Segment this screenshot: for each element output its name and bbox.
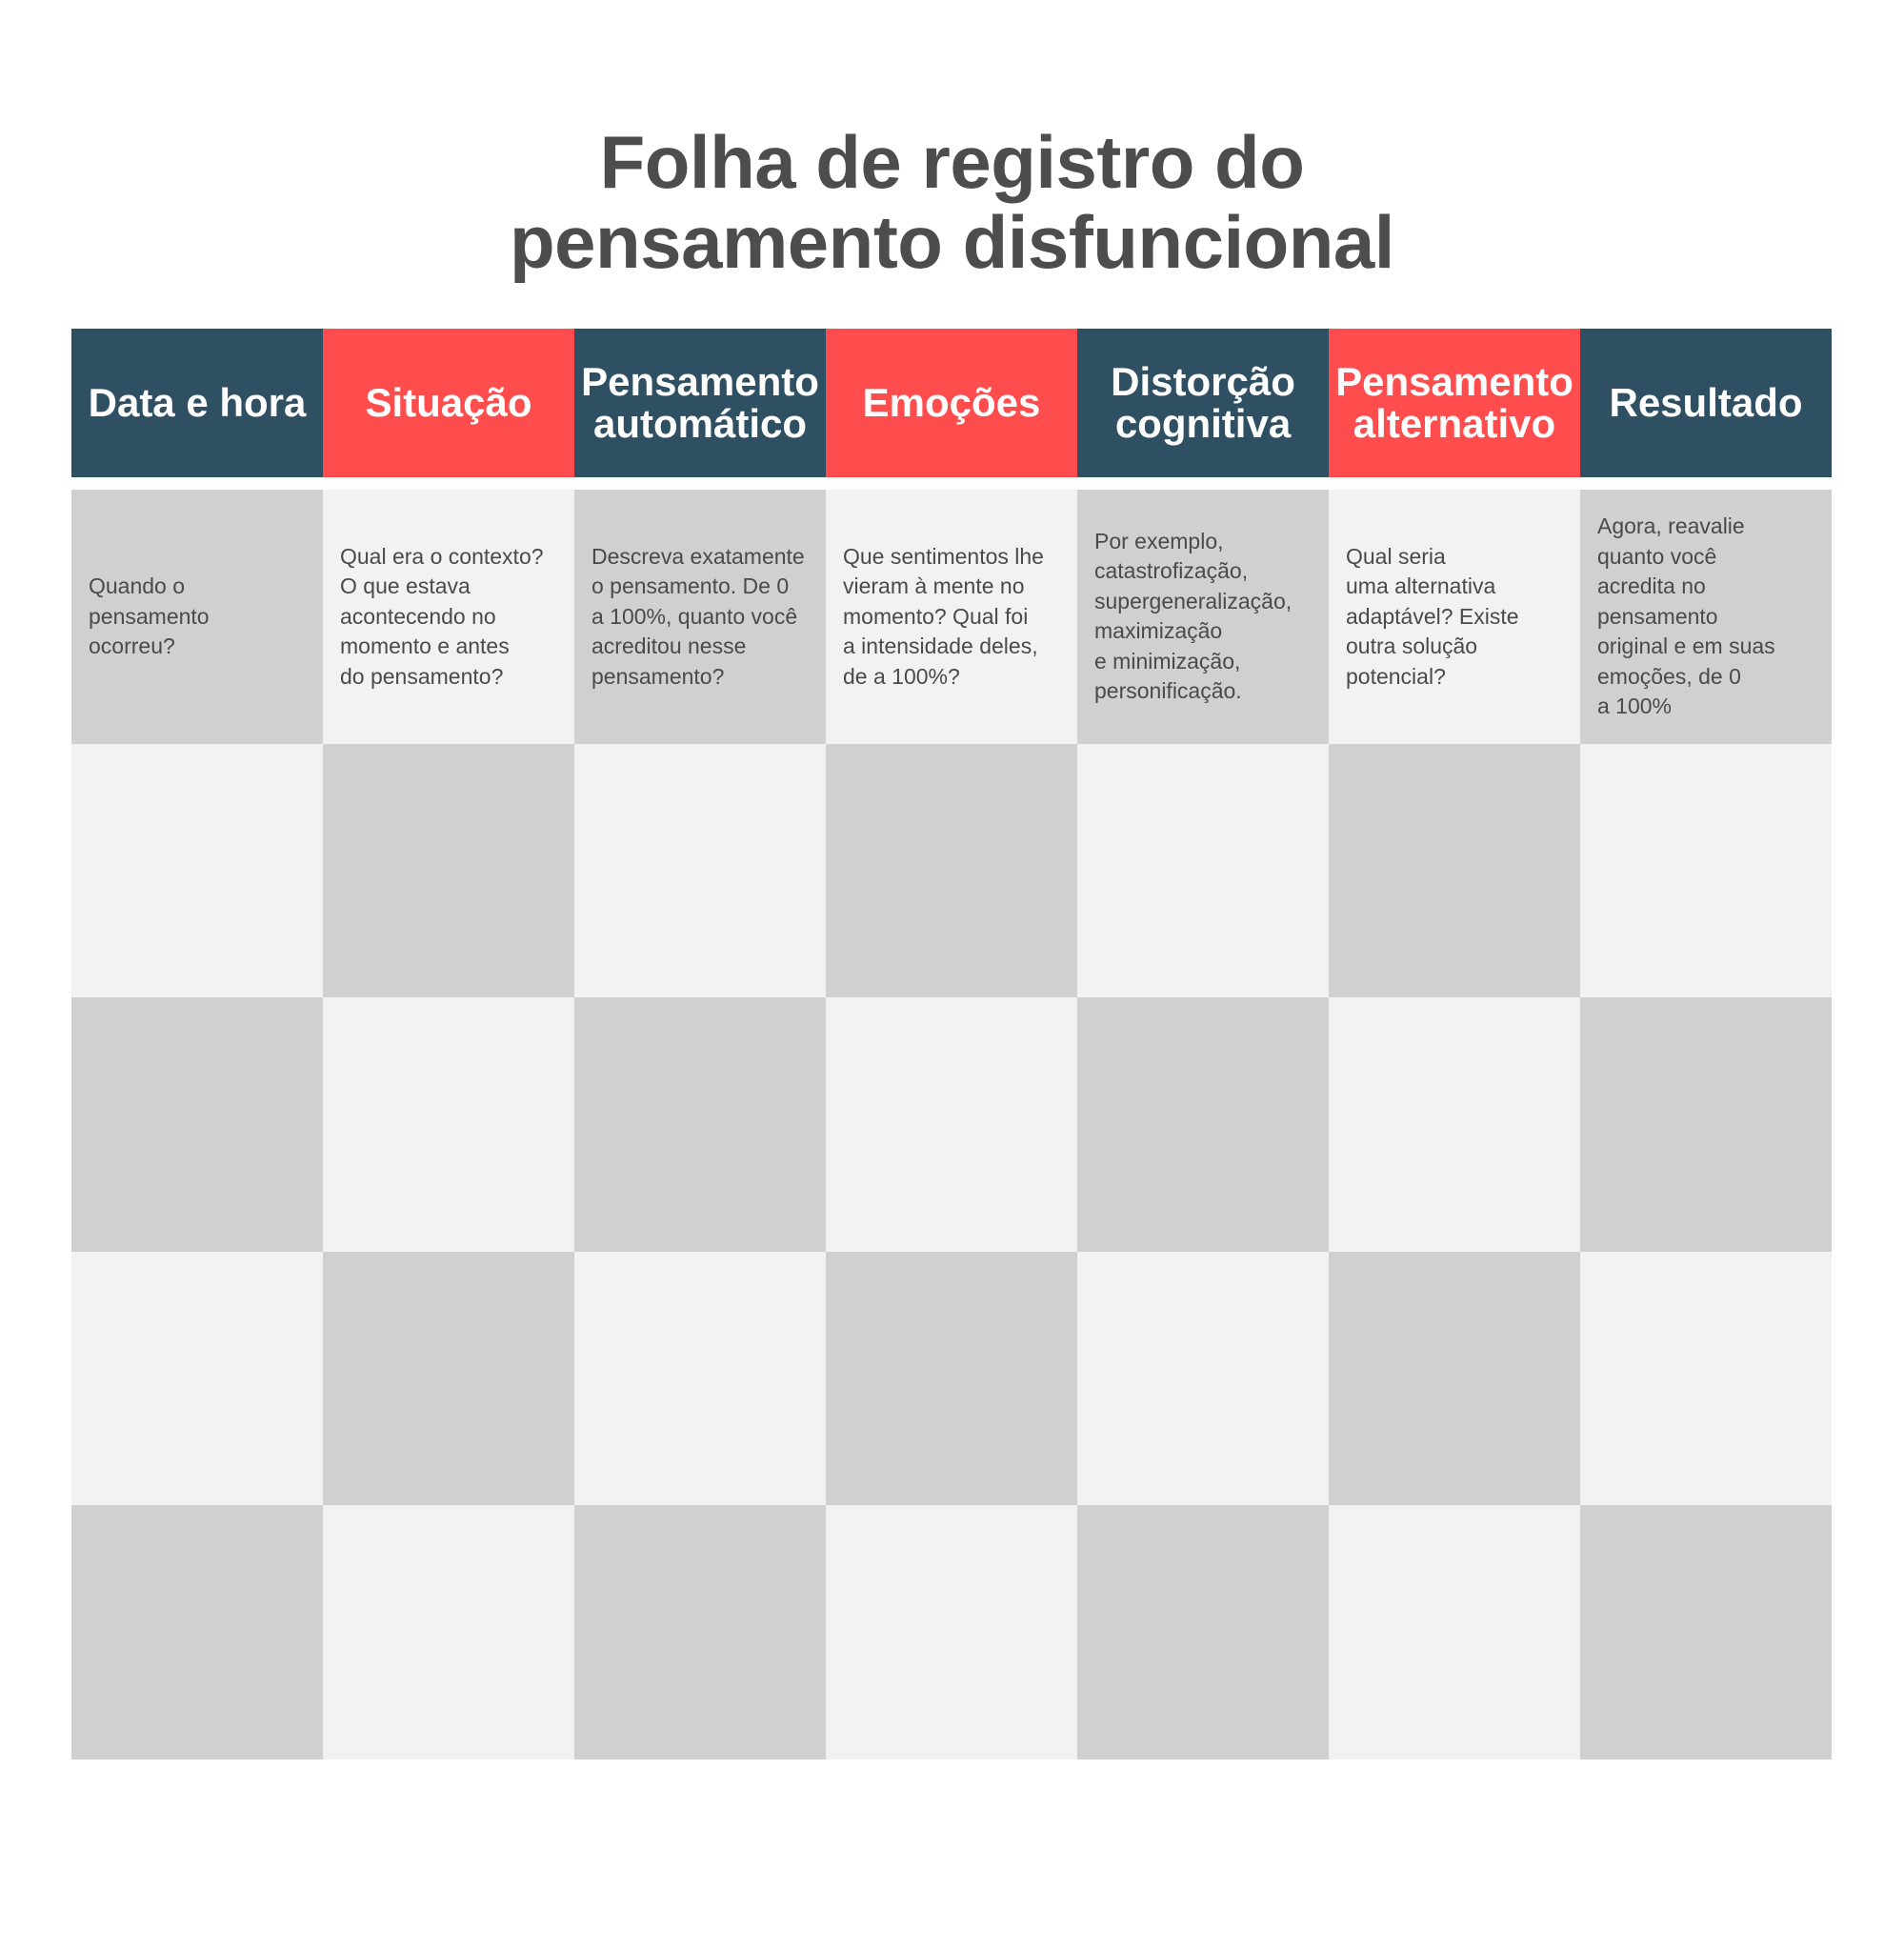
entry-cell[interactable] [1580, 1251, 1832, 1505]
entry-cell[interactable] [1329, 997, 1580, 1252]
entry-cell[interactable] [1077, 1251, 1329, 1505]
entry-cell[interactable] [1329, 743, 1580, 997]
entry-cell[interactable] [574, 997, 826, 1252]
header-pensamento-alternativo: Pensamento alternativo [1329, 329, 1580, 477]
hint-cell: Por exemplo, catastrofização, supergener… [1077, 490, 1329, 744]
title-line-2: pensamento disfuncional [510, 200, 1394, 284]
entry-cell[interactable] [71, 743, 323, 997]
title-line-1: Folha de registro do [599, 120, 1305, 204]
entry-cell[interactable] [1077, 1505, 1329, 1760]
entry-cell[interactable] [71, 1505, 323, 1760]
entry-cell[interactable] [826, 1505, 1077, 1760]
entry-cell[interactable] [323, 997, 574, 1252]
page-title: Folha de registro do pensamento disfunci… [0, 122, 1904, 282]
entry-cell[interactable] [323, 1505, 574, 1760]
header-situacao: Situação [323, 329, 574, 477]
hint-cell: Qual seria uma alternativa adaptável? Ex… [1329, 490, 1580, 744]
entry-cell[interactable] [1580, 1505, 1832, 1760]
hint-cell: Agora, reavalie quanto você acredita no … [1580, 490, 1832, 744]
entry-cell[interactable] [1329, 1251, 1580, 1505]
entry-cell[interactable] [71, 997, 323, 1252]
entry-cell[interactable] [1580, 743, 1832, 997]
entry-cell[interactable] [71, 1251, 323, 1505]
entry-cell[interactable] [574, 1251, 826, 1505]
header-data-e-hora: Data e hora [71, 329, 323, 477]
table-body: Quando o pensamento ocorreu? Qual era o … [71, 490, 1832, 1760]
hint-cell: Descreva exatamente o pensamento. De 0 a… [574, 490, 826, 744]
entry-cell[interactable] [574, 1505, 826, 1760]
entry-cell[interactable] [323, 1251, 574, 1505]
entry-cell[interactable] [826, 1251, 1077, 1505]
header-distorcao-cognitiva: Distorção cognitiva [1077, 329, 1329, 477]
entry-cell[interactable] [574, 743, 826, 997]
entry-cell[interactable] [323, 743, 574, 997]
hint-cell: Quando o pensamento ocorreu? [71, 490, 323, 744]
entry-cell[interactable] [826, 997, 1077, 1252]
table-header: Data e hora Situação Pensamento automáti… [71, 329, 1832, 477]
hint-cell: Qual era o contexto? O que estava aconte… [323, 490, 574, 744]
header-resultado: Resultado [1580, 329, 1832, 477]
entry-cell[interactable] [1580, 997, 1832, 1252]
hint-cell: Que sentimentos lhe vieram à mente no mo… [826, 490, 1077, 744]
header-emocoes: Emoções [826, 329, 1077, 477]
entry-cell[interactable] [1077, 997, 1329, 1252]
header-pensamento-automatico: Pensamento automático [574, 329, 826, 477]
entry-cell[interactable] [1329, 1505, 1580, 1760]
entry-cell[interactable] [1077, 743, 1329, 997]
entry-cell[interactable] [826, 743, 1077, 997]
